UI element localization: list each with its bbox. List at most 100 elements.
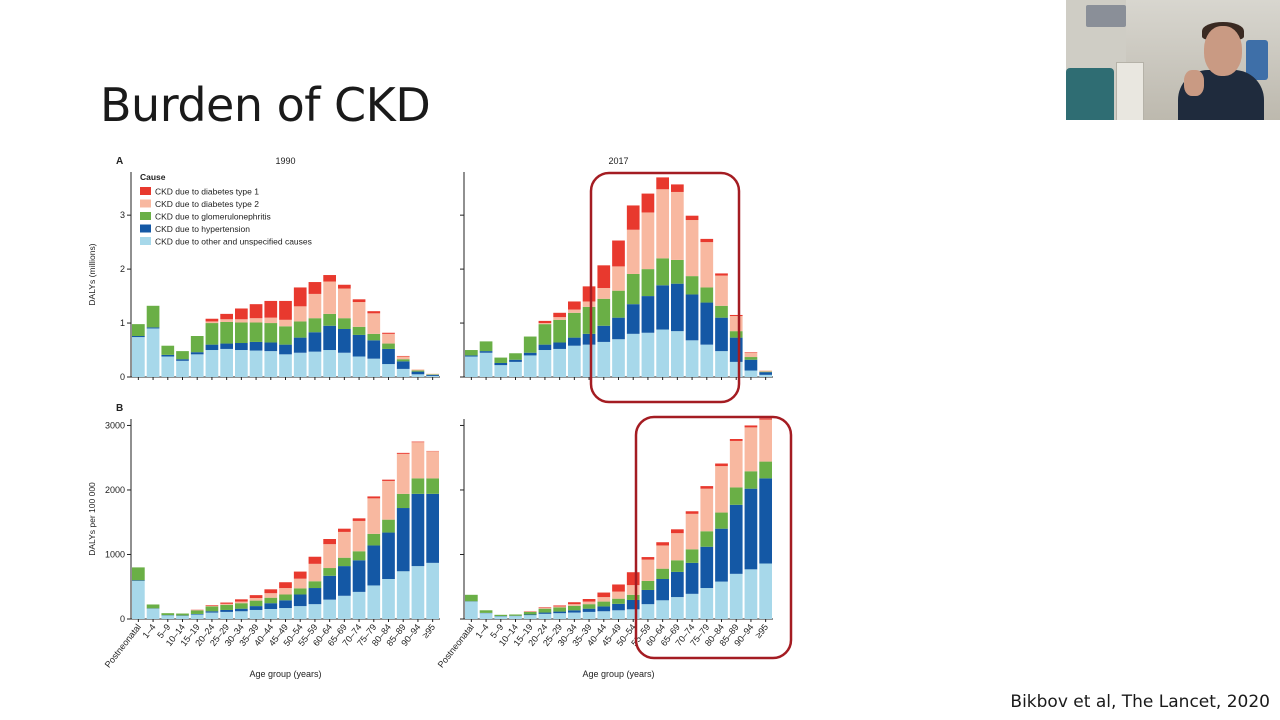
bar-segment [656, 189, 669, 259]
bar-segment [190, 614, 204, 619]
bar-segment [396, 368, 410, 377]
bar-segment [235, 608, 248, 612]
bar-segment [264, 589, 278, 594]
bar-segment [744, 359, 758, 371]
bar-segment [235, 601, 248, 604]
bar-segment [264, 351, 278, 377]
bar-segment [685, 549, 699, 563]
bar-segment [220, 343, 233, 349]
y-tick-label: 3 [120, 210, 125, 220]
bar-segment [220, 313, 233, 320]
bar-segment [264, 342, 278, 352]
bar-segment [367, 340, 381, 359]
bar-segment [553, 606, 566, 608]
bar-segment [382, 480, 395, 520]
y-tick-label: 2000 [105, 485, 125, 495]
bar-segment [338, 566, 351, 596]
bar-segment [744, 569, 758, 619]
bar-segment [338, 595, 351, 619]
bar-segment [190, 352, 204, 355]
bar-segment [293, 578, 307, 589]
bar-segment [523, 336, 537, 353]
bar-segment [352, 326, 366, 335]
bar-segment [744, 352, 758, 358]
x-tick-label: ≥95 [420, 622, 437, 640]
bar-segment [132, 567, 145, 581]
bar-segment [626, 333, 640, 377]
bar-segment [744, 488, 758, 570]
bar-segment [352, 356, 366, 377]
bar-segment [411, 442, 425, 479]
bar-segment [641, 296, 655, 333]
bar-segment [538, 344, 552, 351]
bar-segment [523, 352, 537, 356]
bar-segment [264, 300, 278, 318]
bar-segment [323, 275, 336, 282]
bar-segment [729, 440, 743, 488]
bar-segment [235, 350, 248, 377]
bar-segment [759, 419, 772, 462]
bar-segment [338, 352, 351, 377]
bar-segment [352, 551, 366, 561]
bar-segment [132, 580, 145, 581]
bar-segment [744, 352, 758, 353]
bar-segment [494, 614, 508, 617]
x-axis-label: Age group (years) [249, 669, 321, 679]
bar-segment [582, 333, 596, 345]
bar-segment [597, 611, 611, 619]
bar-segment [597, 601, 611, 607]
bar-segment [729, 314, 743, 317]
bar-segment [220, 611, 233, 619]
bar-segment [426, 562, 439, 619]
bar-segment [338, 318, 351, 329]
bar-segment [249, 606, 263, 610]
bar-segment [509, 616, 522, 619]
bar-segment [382, 364, 395, 377]
bar-segment [656, 542, 669, 546]
bar-segment [426, 373, 439, 375]
bar-segment [249, 609, 263, 619]
bar-segment [685, 294, 699, 341]
bar-segment [308, 293, 322, 319]
bar-segment [685, 220, 699, 277]
legend-label: CKD due to hypertension [155, 224, 250, 234]
bar-segment [523, 355, 537, 377]
bar-segment [338, 557, 351, 567]
bar-segment [308, 556, 322, 564]
bar-segment [597, 287, 611, 299]
bar-segment [465, 356, 478, 377]
bar-segment [235, 343, 248, 351]
bar-segment [509, 614, 522, 616]
bar-segment [161, 615, 175, 619]
bar-segment [744, 471, 758, 489]
bar-segment [729, 331, 743, 338]
bar-segment [249, 304, 263, 319]
bar-segment [338, 328, 351, 353]
bar-segment [568, 309, 581, 313]
bar-segment [582, 306, 596, 334]
bar-segment [411, 478, 425, 494]
bar-segment [626, 229, 640, 274]
bar-segment [612, 584, 625, 592]
bar-segment [641, 559, 655, 581]
bar-segment [396, 571, 410, 619]
bar-segment [641, 557, 655, 560]
bar-segment [744, 425, 758, 428]
bar-segment [671, 191, 684, 260]
bar-segment [308, 351, 322, 377]
bar-segment [382, 532, 395, 579]
legend-title: Cause [140, 172, 166, 182]
bar-segment [293, 321, 307, 338]
bar-segment [249, 595, 263, 599]
bar-segment [411, 441, 425, 443]
bar-segment [323, 575, 336, 600]
bar-segment [382, 348, 395, 365]
bar-segment [338, 284, 351, 289]
bar-segment [323, 544, 336, 569]
bar-segment [235, 308, 248, 320]
bar-segment [132, 337, 145, 377]
bar-segment [190, 354, 204, 377]
bar-segment [190, 613, 204, 615]
bar-segment [759, 478, 772, 564]
bar-segment [523, 614, 537, 616]
